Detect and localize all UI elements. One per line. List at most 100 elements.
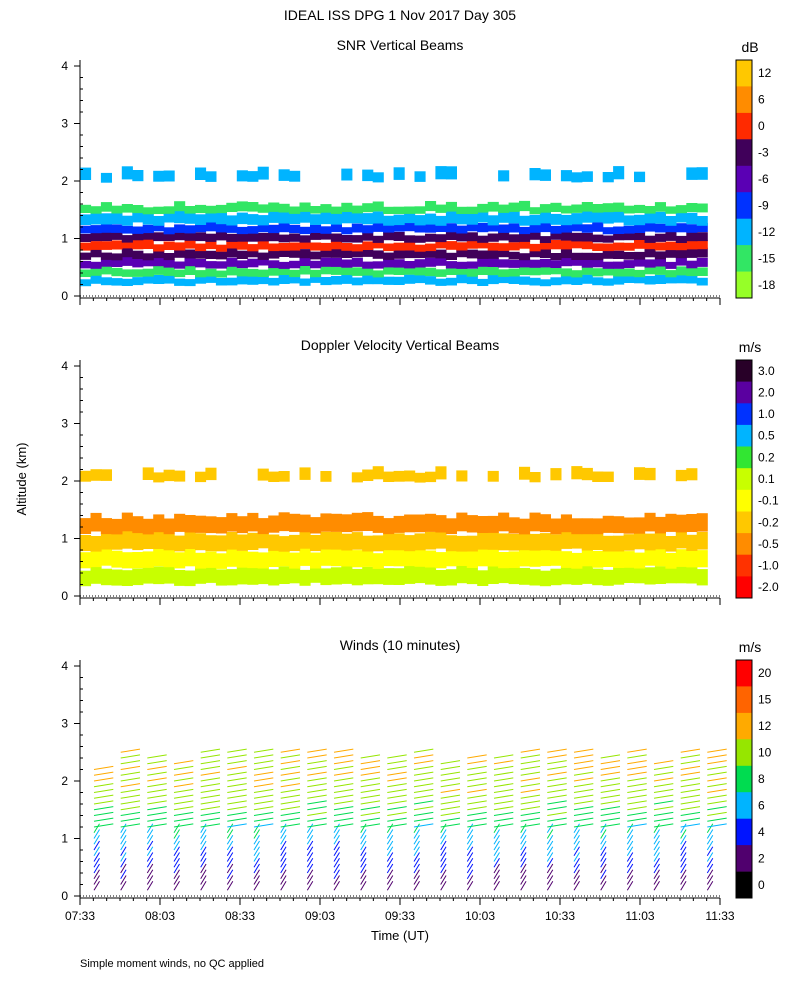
layer-cell [445, 569, 457, 586]
wind-barb [413, 840, 420, 851]
wind-barb [680, 760, 701, 765]
layer-cell [519, 253, 531, 261]
layer-cell [372, 275, 384, 285]
layer-cell [508, 202, 520, 212]
wind-barb [280, 748, 301, 753]
wind-barb [307, 806, 327, 811]
layer-cell [445, 261, 457, 269]
layer-cell [456, 232, 468, 242]
layer-cell [519, 567, 531, 585]
wind-barb [440, 800, 461, 805]
layer-cell [247, 247, 259, 258]
layer-cell [236, 240, 248, 250]
layer-cell [696, 239, 708, 250]
wind-barb [120, 783, 141, 788]
layer-cell [665, 273, 677, 284]
layer-cell [435, 215, 447, 226]
layer-cell [644, 264, 656, 275]
layer-cell [299, 209, 311, 223]
wind-barb [360, 869, 367, 880]
layer-cell [644, 247, 656, 258]
panel-2: Doppler Velocity Vertical Beams01234Alti… [14, 337, 779, 605]
layer-cell [257, 468, 269, 481]
layer-cell [80, 204, 92, 213]
layer-cell [80, 260, 92, 269]
wind-barb [306, 875, 314, 885]
wind-barb [466, 880, 474, 891]
layer-cell [539, 514, 551, 533]
wind-barb [146, 880, 154, 891]
layer-cell [393, 548, 405, 567]
layer-cell [550, 518, 562, 535]
layer-cell [654, 548, 666, 567]
wind-barb [227, 788, 247, 793]
layer-cell [121, 255, 133, 266]
layer-cell [623, 205, 635, 214]
colorbar-label: 15 [758, 693, 772, 707]
wind-barb [466, 875, 474, 885]
layer-cell [414, 171, 426, 182]
wind-barb [333, 760, 354, 765]
wind-barb [413, 846, 420, 857]
wind-barb [573, 760, 594, 765]
wind-barb [573, 857, 580, 868]
layer-cell [602, 243, 614, 252]
layer-cell [80, 242, 92, 251]
wind-barb [653, 857, 660, 868]
wind-barb [706, 823, 714, 834]
layer-cell [550, 202, 562, 212]
wind-barb [493, 829, 500, 839]
layer-cell [623, 517, 635, 534]
wind-barb [653, 829, 660, 839]
layer-cell [508, 251, 520, 260]
layer-cell [268, 569, 280, 586]
layer-cell [498, 273, 510, 284]
layer-cell [236, 550, 248, 568]
layer-cell [665, 241, 677, 251]
layer-cell [686, 260, 698, 269]
layer-cell [498, 247, 510, 258]
layer-cell [236, 233, 248, 242]
wind-barb [307, 771, 327, 776]
layer-cell [508, 551, 520, 568]
layer-cell [529, 229, 541, 240]
wind-barb [306, 834, 314, 845]
layer-cell [602, 172, 614, 183]
layer-cell [560, 170, 572, 182]
wind-barb [467, 760, 487, 765]
layer-cell [435, 529, 447, 549]
colorbar-swatch [736, 792, 752, 819]
layer-cell [592, 550, 604, 568]
wind-barb [253, 846, 260, 857]
layer-cell [550, 260, 562, 268]
wind-barb [173, 811, 194, 816]
layer-cell [132, 258, 144, 268]
layer-cell [330, 257, 342, 267]
wind-barb [707, 794, 727, 799]
layer-cell [686, 212, 698, 225]
wind-barb [200, 748, 221, 753]
wind-barb [707, 823, 727, 828]
layer-cell [330, 240, 342, 250]
wind-barb [653, 834, 660, 845]
wind-barb [200, 754, 221, 759]
wind-barb [600, 760, 621, 765]
layer-cell [362, 549, 374, 567]
wind-barb [93, 817, 114, 822]
layer-cell [539, 169, 551, 181]
layer-cell [519, 466, 531, 480]
wind-barb [707, 765, 727, 770]
layer-cell [644, 467, 656, 481]
wind-barb [226, 834, 234, 845]
layer-cell [602, 211, 614, 224]
layer-cell [278, 169, 290, 181]
wind-barb [93, 840, 100, 851]
wind-barb [333, 817, 354, 822]
wind-barb [253, 760, 274, 765]
layer-cell [613, 268, 625, 277]
wind-barb [93, 771, 114, 776]
layer-cell [90, 469, 102, 481]
layer-cell [675, 266, 687, 276]
wind-barb [173, 846, 180, 857]
colorbar-swatch [736, 271, 752, 299]
